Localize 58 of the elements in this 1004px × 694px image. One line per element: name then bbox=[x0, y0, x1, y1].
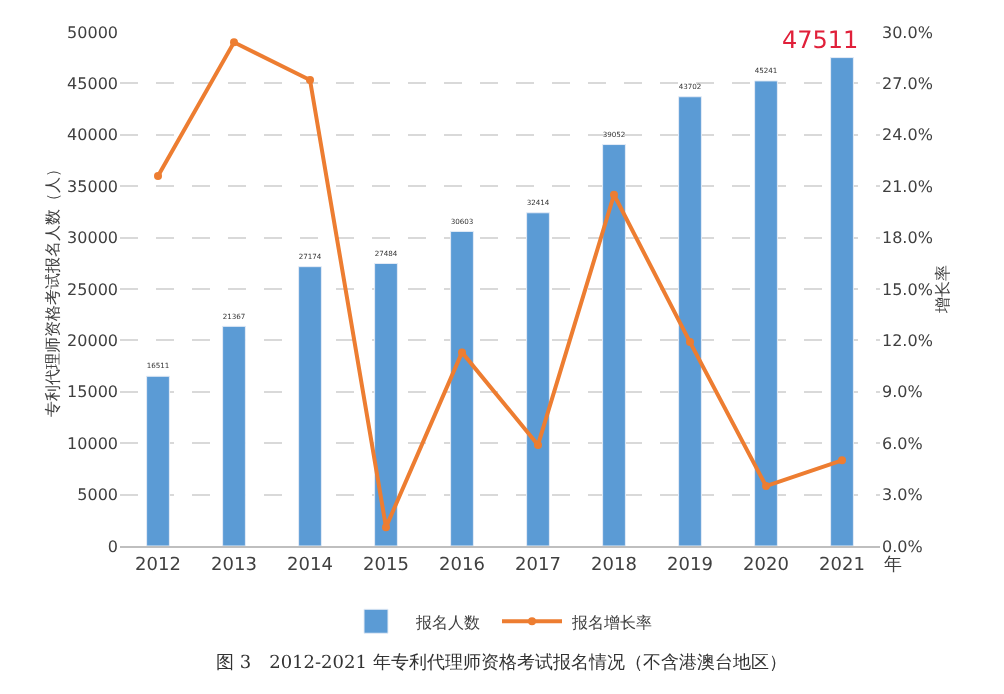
y2-tick-label: 21.0% bbox=[882, 177, 934, 196]
x-tick-label: 2018 bbox=[591, 555, 638, 576]
x-tick-label: 2017 bbox=[515, 555, 561, 576]
y2-tick-label: 9.0% bbox=[882, 383, 924, 402]
y-tick-label: 50000 bbox=[67, 23, 118, 42]
x-tick-label: 2019 bbox=[667, 555, 714, 576]
y2-tick-label: 30.0% bbox=[882, 23, 934, 42]
x-tick-label: 2021 bbox=[819, 555, 865, 576]
bar bbox=[830, 57, 854, 546]
bar bbox=[678, 96, 702, 546]
point bbox=[230, 38, 238, 47]
y-tick-label: 35000 bbox=[67, 177, 118, 196]
y2-tick-label: 12.0% bbox=[882, 332, 934, 350]
y-tick-label: 10000 bbox=[67, 434, 118, 453]
legend-label: 报名增长率 bbox=[570, 613, 652, 632]
y2-axis-title: 增长率 bbox=[933, 265, 952, 315]
x-tick-label: 2013 bbox=[211, 555, 257, 576]
y-tick-label: 20000 bbox=[67, 332, 118, 350]
legend-label: 报名人数 bbox=[414, 613, 480, 632]
y2-tick-label: 15.0% bbox=[882, 280, 934, 299]
point bbox=[610, 190, 618, 199]
annotation: 47511 bbox=[782, 26, 859, 54]
caption: 图 3 2012-2021 年专利代理师资格考试报名情况（不含港澳台地区） bbox=[216, 652, 787, 674]
x-tick-label: 2016 bbox=[439, 555, 486, 576]
x-tick-label: 2014 bbox=[287, 555, 334, 576]
y-tick-label: 0 bbox=[107, 537, 118, 556]
y-axis-title: 专利代理师资格考试报名人数（人） bbox=[44, 161, 63, 417]
y-tick-label: 25000 bbox=[67, 280, 118, 299]
y-tick-label: 30000 bbox=[67, 229, 118, 248]
point bbox=[154, 171, 162, 180]
point bbox=[838, 456, 846, 465]
bar bbox=[526, 212, 550, 546]
y2-tick-label: 3.0% bbox=[882, 486, 924, 505]
bar bbox=[222, 325, 246, 546]
y2-tick-label: 27.0% bbox=[882, 75, 934, 93]
x-tick-label: 2015 bbox=[363, 555, 409, 576]
bar bbox=[754, 80, 778, 546]
point bbox=[458, 348, 466, 357]
x-axis-title: 年 bbox=[884, 554, 902, 576]
x-tick-label: 2012 bbox=[135, 555, 181, 576]
point bbox=[382, 523, 390, 532]
y-tick-label: 40000 bbox=[67, 126, 118, 145]
bar bbox=[146, 375, 170, 546]
bar bbox=[602, 144, 626, 546]
y2-tick-label: 18.0% bbox=[882, 229, 934, 248]
y2-tick-label: 0.0% bbox=[882, 537, 924, 556]
y-tick-label: 45000 bbox=[67, 75, 118, 93]
point bbox=[762, 482, 770, 491]
y2-tick-label: 24.0% bbox=[882, 126, 934, 145]
bar bbox=[450, 230, 474, 546]
point bbox=[306, 75, 314, 84]
x-tick-label: 2020 bbox=[743, 555, 790, 576]
bar bbox=[298, 266, 322, 546]
bar bbox=[374, 262, 398, 546]
point bbox=[686, 338, 694, 347]
y2-tick-label: 6.0% bbox=[882, 434, 924, 453]
y-tick-label: 5000 bbox=[77, 486, 118, 505]
y-tick-label: 15000 bbox=[67, 383, 118, 402]
